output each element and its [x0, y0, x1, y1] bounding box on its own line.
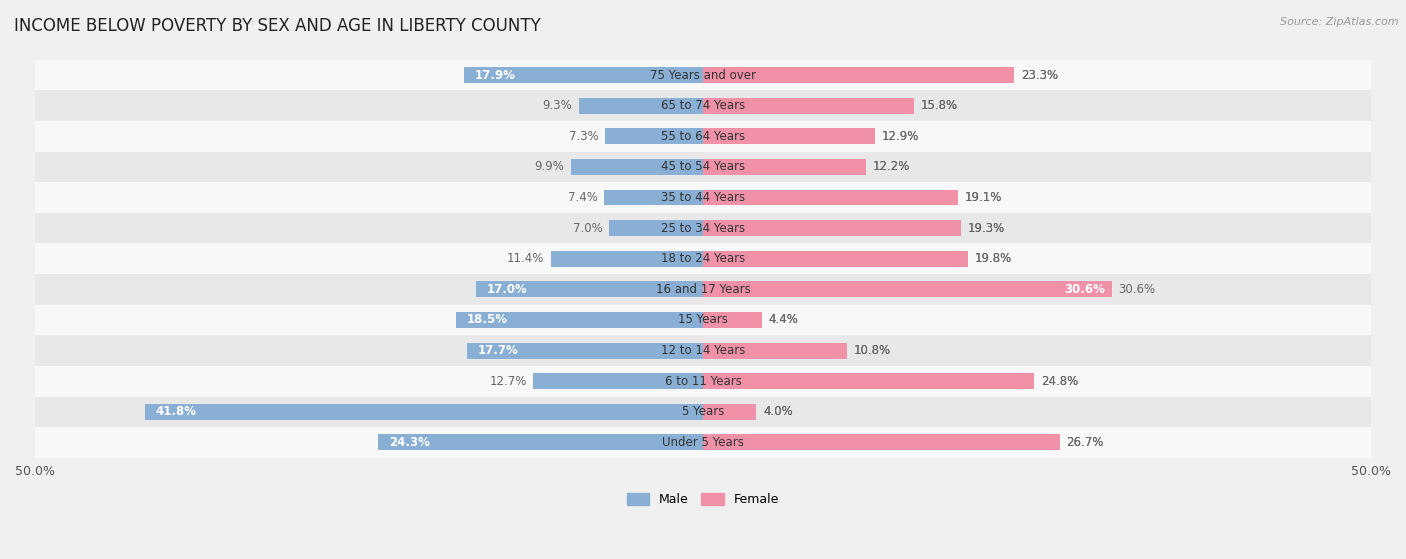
Text: 15 Years: 15 Years: [678, 314, 728, 326]
Bar: [571, 159, 703, 175]
Text: 12 to 14 Years: 12 to 14 Years: [661, 344, 745, 357]
Text: 18 to 24 Years: 18 to 24 Years: [661, 252, 745, 265]
Bar: [703, 67, 1014, 83]
Text: 35 to 44 Years: 35 to 44 Years: [661, 191, 745, 204]
Bar: [35, 213, 1371, 243]
Bar: [703, 190, 957, 206]
Text: 9.3%: 9.3%: [543, 99, 572, 112]
Text: 19.8%: 19.8%: [974, 252, 1011, 265]
Bar: [703, 159, 866, 175]
Text: 19.3%: 19.3%: [967, 221, 1005, 235]
Text: 45 to 54 Years: 45 to 54 Years: [661, 160, 745, 173]
Bar: [703, 373, 1035, 389]
Text: 55 to 64 Years: 55 to 64 Years: [661, 130, 745, 143]
Text: 12.9%: 12.9%: [882, 130, 920, 143]
Bar: [609, 220, 703, 236]
Text: 30.6%: 30.6%: [1064, 283, 1105, 296]
Bar: [605, 190, 703, 206]
Bar: [703, 251, 967, 267]
Text: 19.3%: 19.3%: [967, 221, 1005, 235]
Text: 24.8%: 24.8%: [1040, 375, 1078, 388]
Text: 11.4%: 11.4%: [506, 252, 544, 265]
Text: 10.8%: 10.8%: [853, 344, 891, 357]
Bar: [703, 404, 756, 420]
Text: 16 and 17 Years: 16 and 17 Years: [655, 283, 751, 296]
Bar: [35, 427, 1371, 458]
Text: 65 to 74 Years: 65 to 74 Years: [661, 99, 745, 112]
Bar: [35, 91, 1371, 121]
Text: 12.2%: 12.2%: [873, 160, 910, 173]
Bar: [551, 251, 703, 267]
Text: 7.3%: 7.3%: [569, 130, 599, 143]
Bar: [703, 343, 848, 358]
Bar: [35, 366, 1371, 396]
Text: 17.9%: 17.9%: [475, 69, 516, 82]
Text: 23.3%: 23.3%: [1021, 69, 1059, 82]
Bar: [703, 312, 762, 328]
Bar: [703, 98, 914, 113]
Text: 17.0%: 17.0%: [486, 283, 527, 296]
Bar: [467, 343, 703, 358]
Text: 5 Years: 5 Years: [682, 405, 724, 418]
Bar: [35, 243, 1371, 274]
Text: 4.4%: 4.4%: [769, 314, 799, 326]
Bar: [606, 129, 703, 144]
Text: 19.1%: 19.1%: [965, 191, 1002, 204]
Bar: [456, 312, 703, 328]
Bar: [35, 335, 1371, 366]
Text: 12.2%: 12.2%: [873, 160, 910, 173]
Text: 41.8%: 41.8%: [155, 405, 197, 418]
Bar: [464, 67, 703, 83]
Text: 23.3%: 23.3%: [1021, 69, 1059, 82]
Text: 4.4%: 4.4%: [769, 314, 799, 326]
Text: 4.0%: 4.0%: [763, 405, 793, 418]
Text: 10.8%: 10.8%: [853, 344, 891, 357]
Bar: [35, 60, 1371, 91]
Bar: [703, 434, 1060, 451]
Text: 15.8%: 15.8%: [921, 99, 957, 112]
Text: 26.7%: 26.7%: [1066, 436, 1104, 449]
Text: 24.8%: 24.8%: [1040, 375, 1078, 388]
Text: Source: ZipAtlas.com: Source: ZipAtlas.com: [1281, 17, 1399, 27]
Text: 4.0%: 4.0%: [763, 405, 793, 418]
Bar: [35, 182, 1371, 213]
Text: INCOME BELOW POVERTY BY SEX AND AGE IN LIBERTY COUNTY: INCOME BELOW POVERTY BY SEX AND AGE IN L…: [14, 17, 541, 35]
Text: 19.1%: 19.1%: [965, 191, 1002, 204]
Bar: [35, 305, 1371, 335]
Text: 24.3%: 24.3%: [389, 436, 430, 449]
Text: 12.9%: 12.9%: [882, 130, 920, 143]
Bar: [145, 404, 703, 420]
Text: 15.8%: 15.8%: [921, 99, 957, 112]
Text: 17.7%: 17.7%: [477, 344, 517, 357]
Bar: [35, 274, 1371, 305]
Text: 30.6%: 30.6%: [1119, 283, 1156, 296]
Bar: [533, 373, 703, 389]
Text: 18.5%: 18.5%: [467, 314, 508, 326]
Text: 9.9%: 9.9%: [534, 160, 564, 173]
Bar: [35, 151, 1371, 182]
Bar: [579, 98, 703, 113]
Text: 7.0%: 7.0%: [574, 221, 603, 235]
Text: 7.4%: 7.4%: [568, 191, 598, 204]
Bar: [703, 129, 876, 144]
Legend: Male, Female: Male, Female: [621, 488, 785, 511]
Text: 6 to 11 Years: 6 to 11 Years: [665, 375, 741, 388]
Text: Under 5 Years: Under 5 Years: [662, 436, 744, 449]
Bar: [35, 121, 1371, 151]
Text: 12.7%: 12.7%: [489, 375, 527, 388]
Bar: [703, 281, 1112, 297]
Bar: [378, 434, 703, 451]
Text: 75 Years and over: 75 Years and over: [650, 69, 756, 82]
Bar: [475, 281, 703, 297]
Text: 26.7%: 26.7%: [1066, 436, 1104, 449]
Text: 19.8%: 19.8%: [974, 252, 1011, 265]
Bar: [703, 220, 960, 236]
Bar: [35, 396, 1371, 427]
Text: 25 to 34 Years: 25 to 34 Years: [661, 221, 745, 235]
